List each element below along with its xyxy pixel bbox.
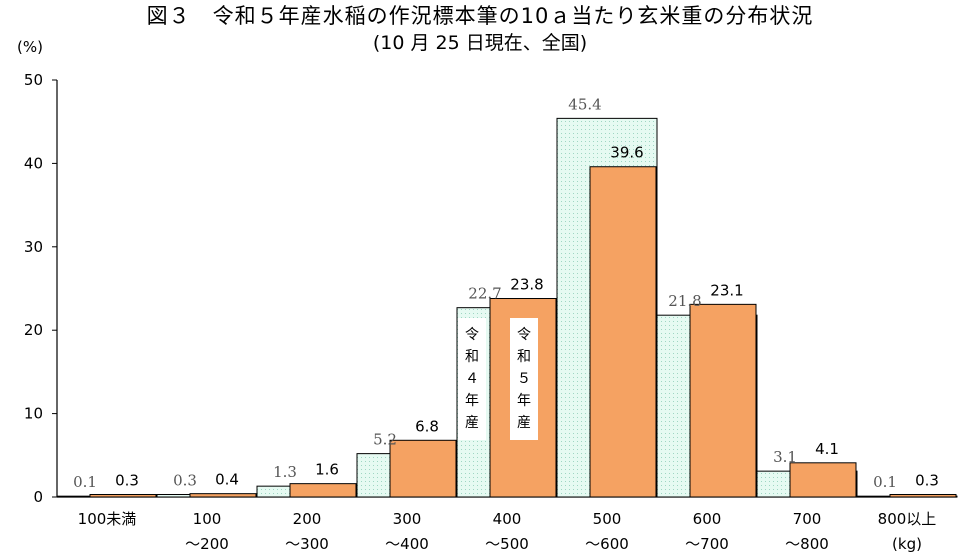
- chart-subtitle: (10 月 25 日現在、全国): [372, 32, 588, 54]
- data-label-curr: 0.3: [915, 471, 939, 489]
- x-tick-label-range: ～300: [285, 535, 329, 553]
- chart-title: 図３ 令和５年産水稲の作況標本筆の10ａ当たり玄米重の分布状況: [146, 4, 814, 28]
- x-tick-label-range: (kg): [892, 535, 922, 553]
- data-label-prev: 0.1: [873, 473, 897, 491]
- legend-prev-char: 和: [465, 349, 479, 365]
- data-label-curr: 39.6: [610, 144, 643, 162]
- y-tick-label: 10: [24, 405, 43, 423]
- legend-prev-char: 年: [465, 393, 479, 409]
- x-tick-label-range: ～500: [485, 535, 529, 553]
- bar-curr: [289, 483, 357, 498]
- y-tick-label: 40: [24, 154, 43, 172]
- data-label-prev: 1.3: [273, 463, 297, 481]
- x-tick-label: 800以上: [878, 510, 937, 528]
- legend-prev-char: 令: [465, 327, 479, 343]
- legend-prev-box: [458, 318, 486, 440]
- legend-curr-char: 産: [517, 415, 531, 431]
- x-tick-label-range: ～400: [385, 535, 429, 553]
- data-label-curr: 0.3: [115, 471, 139, 489]
- x-tick-label-range: ～700: [685, 535, 729, 553]
- bar-curr: [589, 166, 657, 498]
- y-tick-label: 50: [24, 71, 43, 89]
- x-tick-label: 400: [493, 510, 522, 528]
- axis-layer: 0 10 20 30 40 50 (%) 100未満 100 ～200 200 ～300 300 ～400…: [17, 38, 957, 553]
- data-label-curr: 4.1: [815, 440, 839, 458]
- data-label-prev: 0.3: [173, 471, 197, 489]
- bar-curr: [889, 493, 957, 498]
- x-tick-label: 700: [793, 510, 822, 528]
- x-tick-label-range: ～800: [785, 535, 829, 553]
- x-tick-label: 500: [593, 510, 622, 528]
- data-label-prev: 5.2: [373, 431, 397, 449]
- data-label-curr: 6.8: [415, 417, 439, 435]
- x-tick-label: 300: [393, 510, 422, 528]
- bar-curr: [789, 462, 857, 498]
- data-label-prev: 3.1: [773, 448, 797, 466]
- x-tick-label: 600: [693, 510, 722, 528]
- legend-prev-char: ４: [465, 371, 479, 387]
- legend-curr-char: 年: [517, 393, 531, 409]
- legend-curr-char: 和: [517, 349, 531, 365]
- legend-curr-char: 令: [517, 327, 531, 343]
- data-label-curr: 0.4: [215, 471, 239, 489]
- data-label-prev: 22.7: [468, 285, 501, 303]
- data-label-prev: 45.4: [568, 95, 601, 113]
- legend-prev-char: 産: [465, 415, 479, 431]
- data-labels: 0.1 0.3 0.3 0.4 1.3 1.6 5.2 6.8 22.7 23.8 45.4 39.6…: [73, 95, 939, 491]
- legend-curr-char: ５: [517, 371, 531, 387]
- x-tick-label: 200: [293, 510, 322, 528]
- y-tick-label: 0: [33, 488, 43, 506]
- data-label-curr: 23.1: [710, 281, 743, 299]
- bar-curr: [189, 493, 257, 498]
- y-tick-label: 30: [24, 238, 43, 256]
- data-label-prev: 21.8: [668, 292, 701, 310]
- bar-curr: [689, 303, 757, 498]
- x-tick-label-range: ～200: [185, 535, 229, 553]
- data-label-curr: 23.8: [510, 276, 543, 294]
- y-tick-label: 20: [24, 321, 43, 339]
- legend-curr-box: [510, 318, 538, 440]
- bar-curr: [89, 493, 157, 498]
- x-tick-label: 100: [193, 510, 222, 528]
- y-axis-label: (%): [17, 38, 43, 56]
- x-tick-label: 100未満: [78, 510, 137, 528]
- chart-title-block: 図３ 令和５年産水稲の作況標本筆の10ａ当たり玄米重の分布状況 (10 月 25…: [0, 2, 960, 56]
- data-label-curr: 1.6: [315, 461, 339, 479]
- data-label-prev: 0.1: [73, 473, 97, 491]
- x-tick-label-range: ～600: [585, 535, 629, 553]
- bar-curr: [389, 439, 457, 498]
